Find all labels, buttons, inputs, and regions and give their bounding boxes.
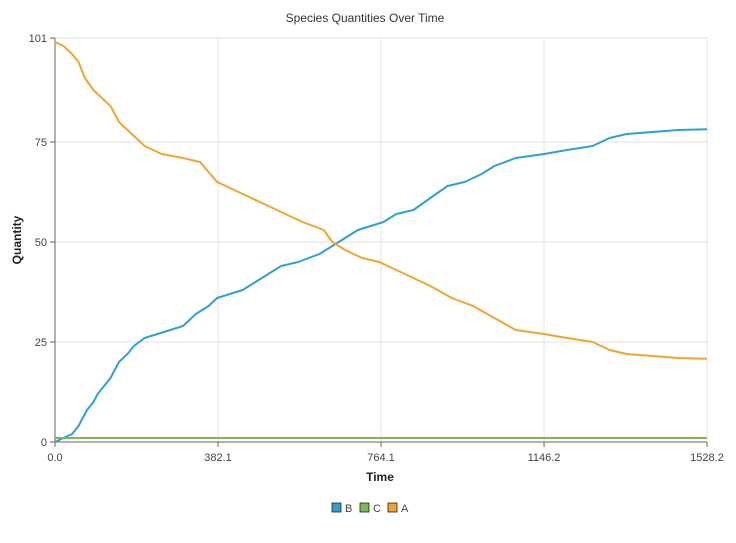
legend-label-a[interactable]: A — [401, 503, 409, 515]
x-tick-label: 1528.2 — [690, 452, 724, 464]
chart-title: Species Quantities Over Time — [286, 11, 445, 25]
y-tick-label: 0 — [41, 437, 47, 449]
x-tick-label: 1146.2 — [528, 452, 561, 464]
legend-label-c[interactable]: C — [373, 503, 381, 515]
legend-label-b[interactable]: B — [345, 503, 352, 515]
legend-swatch-b[interactable] — [331, 502, 342, 513]
y-tick-label: 50 — [35, 237, 47, 249]
y-tick-label: 75 — [35, 137, 47, 149]
y-axis-title: Quantity — [10, 215, 24, 264]
series-lines — [54, 41, 708, 443]
y-tick-label: 25 — [35, 337, 47, 349]
grid — [55, 37, 708, 442]
series-line-b — [54, 128, 708, 443]
x-tick-label: 764.1 — [367, 452, 395, 464]
series-line-a — [54, 41, 708, 360]
legend-swatch-c[interactable] — [359, 502, 370, 513]
legend-swatch-a[interactable] — [387, 502, 398, 513]
axes: 0.0 382.1 764.1 1146.2 1528.2 0 25 50 75 101 — [29, 33, 724, 464]
y-tick-label: 101 — [29, 33, 47, 45]
x-axis-title: Time — [366, 470, 394, 484]
x-tick-label: 382.1 — [204, 452, 232, 464]
x-tick-label: 0.0 — [47, 452, 62, 464]
